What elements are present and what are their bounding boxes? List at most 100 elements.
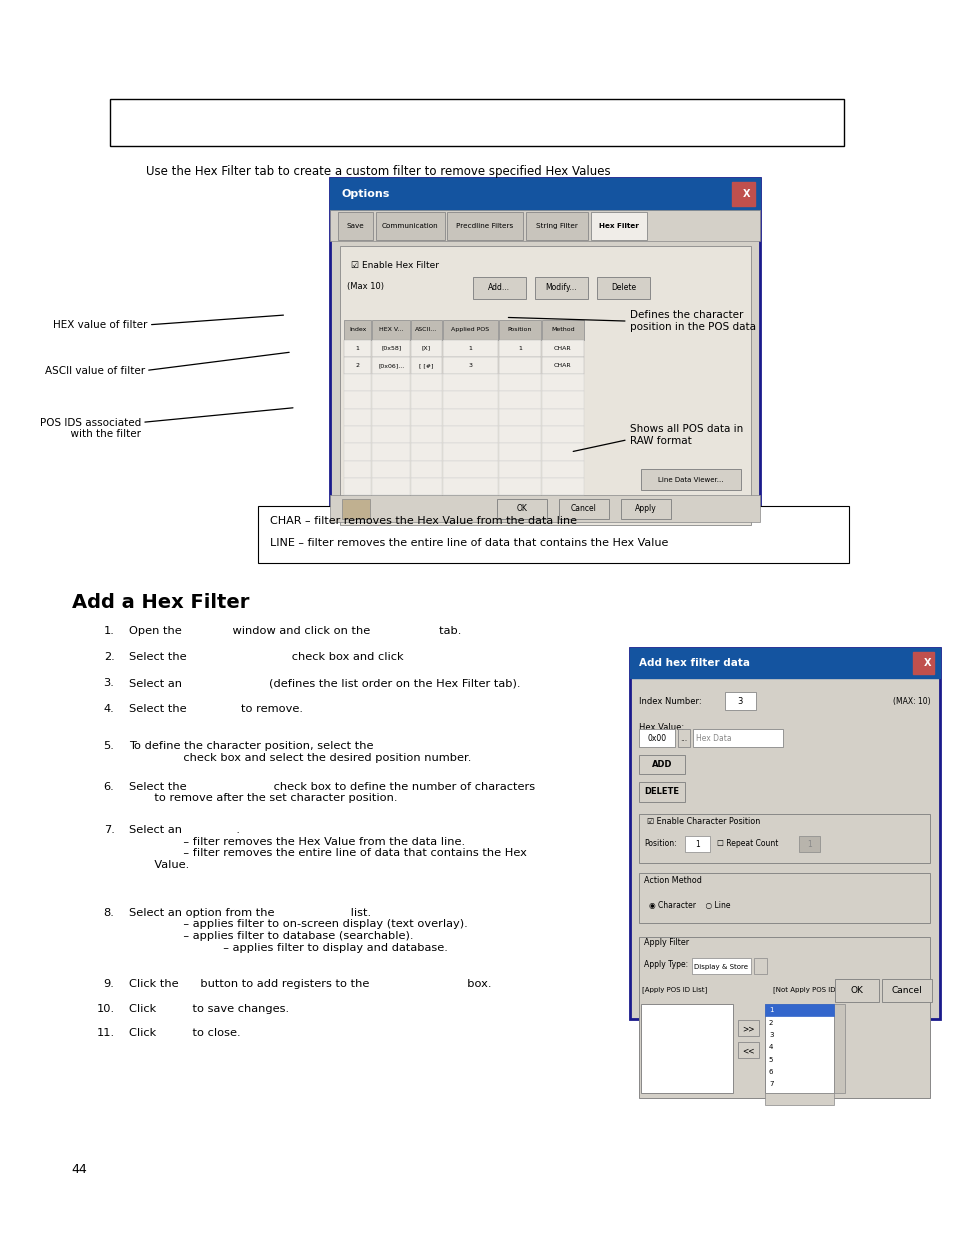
FancyBboxPatch shape: [339, 246, 750, 525]
FancyBboxPatch shape: [498, 320, 540, 340]
FancyBboxPatch shape: [498, 374, 540, 391]
FancyBboxPatch shape: [372, 340, 410, 357]
Text: [Not Apply POS ID List]: [Not Apply POS ID List]: [772, 986, 852, 993]
Text: 1: 1: [768, 1008, 773, 1013]
Text: 6.: 6.: [104, 782, 114, 792]
Text: Line Data Viewer...: Line Data Viewer...: [658, 477, 723, 483]
FancyBboxPatch shape: [442, 478, 497, 495]
FancyBboxPatch shape: [753, 958, 766, 974]
FancyBboxPatch shape: [330, 178, 760, 530]
FancyBboxPatch shape: [411, 374, 441, 391]
Text: 3.: 3.: [104, 678, 114, 688]
Text: 7: 7: [768, 1082, 773, 1087]
FancyBboxPatch shape: [257, 506, 848, 563]
FancyBboxPatch shape: [372, 478, 410, 495]
FancyBboxPatch shape: [834, 979, 878, 1002]
FancyBboxPatch shape: [442, 409, 497, 426]
FancyBboxPatch shape: [590, 212, 646, 240]
Text: Index Number:: Index Number:: [639, 697, 701, 706]
FancyBboxPatch shape: [341, 499, 370, 519]
Text: Defines the character
position in the POS data: Defines the character position in the PO…: [629, 310, 755, 332]
FancyBboxPatch shape: [541, 320, 583, 340]
Text: 3: 3: [768, 1032, 773, 1037]
Text: X: X: [742, 189, 750, 199]
FancyBboxPatch shape: [344, 478, 371, 495]
FancyBboxPatch shape: [330, 178, 760, 210]
FancyBboxPatch shape: [337, 212, 373, 240]
FancyBboxPatch shape: [738, 1020, 759, 1036]
Text: CHAR: CHAR: [554, 363, 571, 368]
Text: ☐ Repeat Count: ☐ Repeat Count: [717, 839, 778, 848]
Text: 5.: 5.: [104, 741, 114, 751]
FancyBboxPatch shape: [639, 755, 684, 774]
Text: [ [#]: [ [#]: [418, 363, 434, 368]
FancyBboxPatch shape: [344, 426, 371, 443]
Text: >>: >>: [741, 1024, 755, 1034]
FancyBboxPatch shape: [833, 1004, 844, 1093]
FancyBboxPatch shape: [344, 391, 371, 409]
Text: HEX value of filter: HEX value of filter: [53, 320, 148, 330]
Text: 1: 1: [695, 840, 699, 850]
Text: ASCII value of filter: ASCII value of filter: [45, 366, 145, 375]
FancyBboxPatch shape: [731, 182, 754, 206]
FancyBboxPatch shape: [629, 648, 939, 1019]
FancyBboxPatch shape: [498, 443, 540, 461]
Text: X: X: [923, 658, 930, 668]
FancyBboxPatch shape: [639, 729, 675, 747]
FancyBboxPatch shape: [344, 320, 371, 340]
Text: Applied POS: Applied POS: [451, 327, 489, 332]
Text: OK: OK: [516, 504, 527, 514]
FancyBboxPatch shape: [558, 499, 608, 519]
FancyBboxPatch shape: [447, 212, 522, 240]
FancyBboxPatch shape: [620, 499, 670, 519]
FancyBboxPatch shape: [330, 210, 760, 241]
Text: Click          to close.: Click to close.: [129, 1028, 240, 1037]
Text: 1: 1: [468, 346, 472, 351]
FancyBboxPatch shape: [541, 374, 583, 391]
Text: Position:: Position:: [643, 839, 676, 848]
FancyBboxPatch shape: [473, 277, 525, 299]
Text: 3: 3: [737, 697, 742, 706]
Text: Apply Type:: Apply Type:: [643, 960, 687, 969]
FancyBboxPatch shape: [442, 374, 497, 391]
Text: Add...: Add...: [488, 283, 510, 293]
FancyBboxPatch shape: [442, 320, 497, 340]
FancyBboxPatch shape: [344, 461, 371, 478]
FancyBboxPatch shape: [724, 692, 755, 710]
Text: Select an               .
               – filter removes the Hex Value from the: Select an . – filter removes the Hex Val…: [129, 825, 526, 869]
FancyBboxPatch shape: [372, 461, 410, 478]
FancyBboxPatch shape: [535, 277, 587, 299]
Text: 6: 6: [768, 1070, 773, 1074]
Text: 8.: 8.: [104, 908, 114, 918]
Text: CHAR – filter removes the Hex Value from the data line: CHAR – filter removes the Hex Value from…: [270, 516, 577, 526]
FancyBboxPatch shape: [678, 729, 689, 747]
FancyBboxPatch shape: [411, 461, 441, 478]
FancyBboxPatch shape: [411, 320, 441, 340]
Text: (Max 10): (Max 10): [347, 282, 384, 291]
FancyBboxPatch shape: [597, 277, 649, 299]
Text: 4.: 4.: [104, 704, 114, 714]
FancyBboxPatch shape: [372, 391, 410, 409]
FancyBboxPatch shape: [629, 648, 939, 678]
Text: Cancel: Cancel: [570, 504, 597, 514]
FancyBboxPatch shape: [372, 426, 410, 443]
FancyBboxPatch shape: [442, 426, 497, 443]
Text: Shows all POS data in
RAW format: Shows all POS data in RAW format: [629, 424, 742, 446]
Text: ☑ Enable Hex Filter: ☑ Enable Hex Filter: [351, 261, 438, 270]
Text: POS IDS associated
      with the filter: POS IDS associated with the filter: [40, 417, 141, 440]
FancyBboxPatch shape: [411, 357, 441, 374]
Text: 10.: 10.: [96, 1004, 114, 1014]
Text: [0x06]...: [0x06]...: [377, 363, 404, 368]
Text: Hex Value:: Hex Value:: [639, 722, 683, 732]
FancyBboxPatch shape: [691, 958, 750, 974]
Text: To define the character position, select the
               check box and select: To define the character position, select…: [129, 741, 471, 762]
Text: 44: 44: [71, 1162, 88, 1176]
Text: Precdline Filters: Precdline Filters: [456, 224, 514, 228]
Text: 11.: 11.: [96, 1028, 114, 1037]
Text: Delete: Delete: [610, 283, 636, 293]
FancyBboxPatch shape: [498, 426, 540, 443]
Text: Index: Index: [349, 327, 366, 332]
FancyBboxPatch shape: [525, 212, 587, 240]
Text: ◉ Character    ○ Line: ◉ Character ○ Line: [648, 900, 729, 910]
Text: 3: 3: [468, 363, 472, 368]
